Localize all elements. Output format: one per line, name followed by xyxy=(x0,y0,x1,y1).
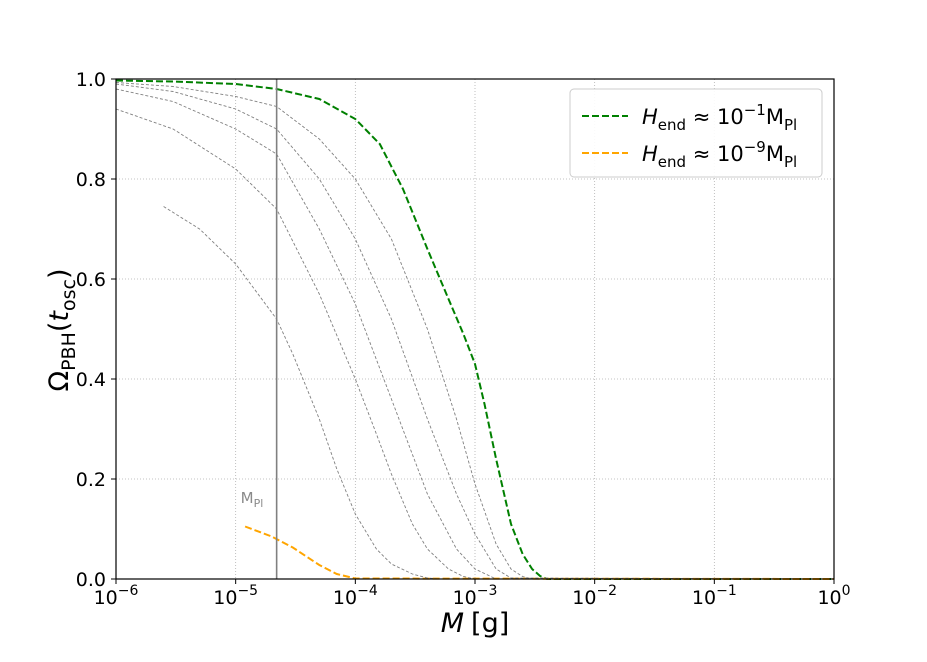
y-axis-subscript: PBH xyxy=(58,332,80,371)
series-line-2 xyxy=(115,82,834,580)
axis-ticks: 10−6 10−5 10−4 10−3 10−2 10−1 100 0.0 0.2 0.4 0.6 0… xyxy=(76,69,851,609)
y-tick-label: 0.8 xyxy=(76,169,106,191)
y-axis-argument-subscript: osc xyxy=(58,279,80,311)
series-line-3 xyxy=(115,83,835,580)
x-tick-label: 10−6 xyxy=(94,583,139,609)
y-axis-argument: t xyxy=(44,310,75,322)
legend-entry-2: Hend ≈ 10−9MPl xyxy=(642,138,797,171)
x-tick-label: 10−3 xyxy=(453,583,498,609)
x-axis-label: M [g] xyxy=(441,608,510,639)
legend: Hend ≈ 10−1MPl Hend ≈ 10−9MPl xyxy=(569,88,823,178)
x-tick-label: 10−2 xyxy=(572,583,617,609)
series-line-4 xyxy=(115,88,834,580)
legend-box xyxy=(569,88,823,178)
x-axis-symbol: M xyxy=(441,608,464,639)
y-tick-label: 0.6 xyxy=(76,269,106,291)
y-axis-symbol: Ω xyxy=(44,371,75,392)
y-tick-label: 0.4 xyxy=(76,369,106,391)
y-tick-label: 1.0 xyxy=(76,69,106,91)
x-tick-label: 10−5 xyxy=(213,583,258,609)
series-line-5 xyxy=(115,108,834,580)
legend-entry-1: Hend ≈ 10−1MPl xyxy=(642,101,797,134)
series-line-6 xyxy=(163,206,834,580)
y-tick-label: 0.2 xyxy=(76,469,106,491)
y-axis-label: ΩPBH(tosc) xyxy=(44,268,80,391)
y-tick-label: 0.0 xyxy=(76,569,106,591)
series-line-0 xyxy=(115,79,834,580)
planck-mass-label: MPl xyxy=(241,489,264,510)
x-axis-unit: [g] xyxy=(471,608,509,639)
x-tick-label: 10−4 xyxy=(333,583,378,609)
x-tick-label: 10−1 xyxy=(692,583,737,609)
x-tick-label: 100 xyxy=(817,583,850,609)
